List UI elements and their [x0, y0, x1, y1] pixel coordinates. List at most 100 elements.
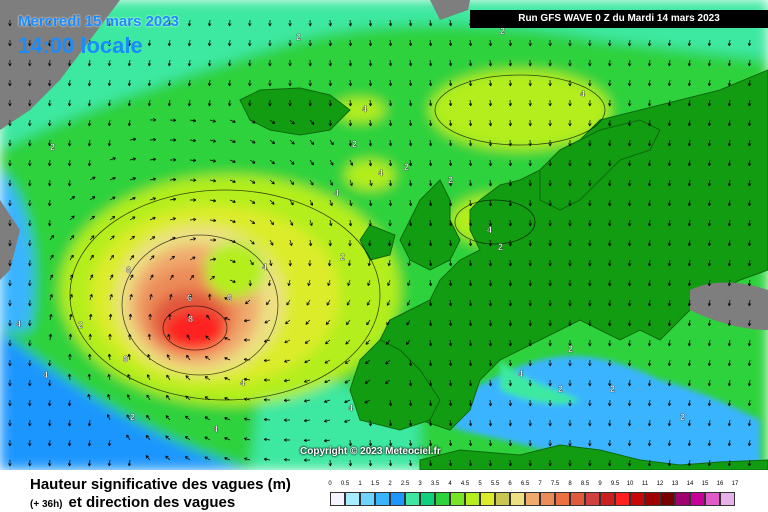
- wave-arrow: [647, 319, 652, 327]
- wave-arrow: [187, 99, 192, 107]
- wave-arrow: [528, 259, 532, 267]
- wave-arrow: [747, 439, 752, 447]
- wave-arrow: [229, 279, 236, 283]
- wave-arrow: [368, 39, 373, 47]
- wave-arrow: [568, 40, 572, 47]
- legend-swatch: [645, 492, 660, 506]
- wave-arrow: [367, 259, 372, 267]
- wave-arrow: [269, 199, 275, 205]
- wave-arrow: [8, 79, 12, 87]
- wave-arrow: [647, 399, 652, 407]
- wave-arrow: [127, 459, 132, 467]
- wave-arrow: [129, 216, 136, 221]
- wave-arrow: [667, 339, 672, 347]
- legend-tick-label: 1.5: [370, 481, 380, 487]
- wave-arrow: [364, 379, 371, 384]
- wave-arrow: [368, 419, 373, 427]
- wave-arrow: [47, 419, 52, 427]
- wave-arrow: [308, 99, 312, 107]
- wave-arrow: [627, 59, 632, 67]
- wave-arrow: [468, 379, 473, 387]
- legend-swatch: [705, 492, 720, 506]
- wave-arrow: [408, 439, 413, 447]
- wave-arrow: [488, 179, 493, 187]
- wave-arrow: [627, 179, 632, 187]
- wave-arrow: [428, 459, 433, 467]
- wave-arrow: [428, 59, 433, 67]
- wave-arrow: [408, 199, 413, 207]
- wave-arrow: [707, 359, 712, 367]
- wave-arrow: [329, 159, 334, 166]
- wave-arrow: [607, 339, 612, 347]
- wave-arrow: [607, 319, 612, 327]
- wave-arrow: [687, 139, 692, 147]
- wave-arrow: [488, 99, 493, 107]
- wave-arrow: [588, 119, 592, 127]
- wave-arrow: [468, 339, 473, 347]
- wave-arrow: [169, 274, 174, 281]
- wave-arrow: [548, 219, 552, 227]
- wave-arrow: [305, 319, 311, 325]
- wave-arrow: [329, 179, 334, 186]
- wave-arrow: [727, 139, 732, 147]
- wave-arrow: [568, 200, 572, 207]
- wave-arrow: [189, 118, 197, 123]
- wave-arrow: [408, 119, 413, 127]
- wave-arrow: [28, 179, 32, 187]
- wave-arrow: [548, 419, 552, 427]
- wave-arrow: [488, 239, 493, 247]
- wave-arrow: [528, 379, 532, 387]
- legend-swatch: [405, 492, 420, 506]
- wave-arrow: [607, 279, 612, 287]
- wave-arrow: [747, 219, 752, 227]
- wave-arrow: [229, 219, 236, 223]
- wave-arrow: [588, 179, 592, 187]
- legend-swatch: [615, 492, 630, 506]
- wave-arrow: [388, 79, 393, 87]
- wave-arrow: [8, 379, 12, 387]
- wave-arrow: [308, 39, 312, 47]
- wave-arrow: [69, 274, 74, 281]
- contour-label: 4: [518, 369, 523, 379]
- wave-arrow: [209, 257, 217, 262]
- contour-label: 2: [680, 412, 685, 422]
- wave-arrow: [348, 439, 353, 447]
- legend-swatch: [690, 492, 705, 506]
- legend-tick-label: 1: [358, 481, 362, 487]
- wave-arrow: [107, 459, 112, 467]
- wave-arrow: [303, 458, 311, 462]
- wave-arrow: [747, 319, 752, 327]
- wave-arrow: [8, 39, 12, 47]
- wave-arrow: [127, 353, 131, 361]
- wave-arrow: [428, 299, 433, 307]
- wave-arrow: [285, 319, 291, 325]
- legend-tick-label: 10: [626, 481, 634, 487]
- wave-arrow: [109, 157, 116, 161]
- wave-arrow: [448, 119, 453, 127]
- wave-arrow: [148, 313, 152, 321]
- wave-arrow: [448, 439, 453, 447]
- wave-arrow: [687, 259, 692, 267]
- wave-arrow: [667, 459, 672, 467]
- wave-arrow: [727, 419, 732, 427]
- wave-arrow: [67, 159, 72, 167]
- wave-arrow: [508, 59, 513, 67]
- wave-arrow: [187, 39, 192, 47]
- wave-arrow: [667, 419, 672, 427]
- wave-arrow: [687, 99, 692, 107]
- wave-arrow: [347, 279, 351, 286]
- contour-label: 2: [296, 32, 301, 42]
- wave-arrow: [326, 299, 331, 306]
- wave-arrow: [8, 359, 12, 367]
- wave-arrow: [667, 319, 672, 327]
- wave-arrow: [248, 279, 252, 287]
- wave-arrow: [249, 219, 256, 225]
- legend-tick-label: 6: [508, 481, 512, 487]
- wave-arrow: [268, 19, 272, 27]
- wave-arrow: [707, 99, 712, 107]
- wave-arrow: [49, 234, 55, 241]
- wave-arrow: [448, 359, 453, 367]
- wave-arrow: [405, 339, 411, 346]
- legend-footer: Hauteur significative des vagues (m) (+ …: [0, 470, 768, 512]
- wave-arrow: [707, 59, 712, 67]
